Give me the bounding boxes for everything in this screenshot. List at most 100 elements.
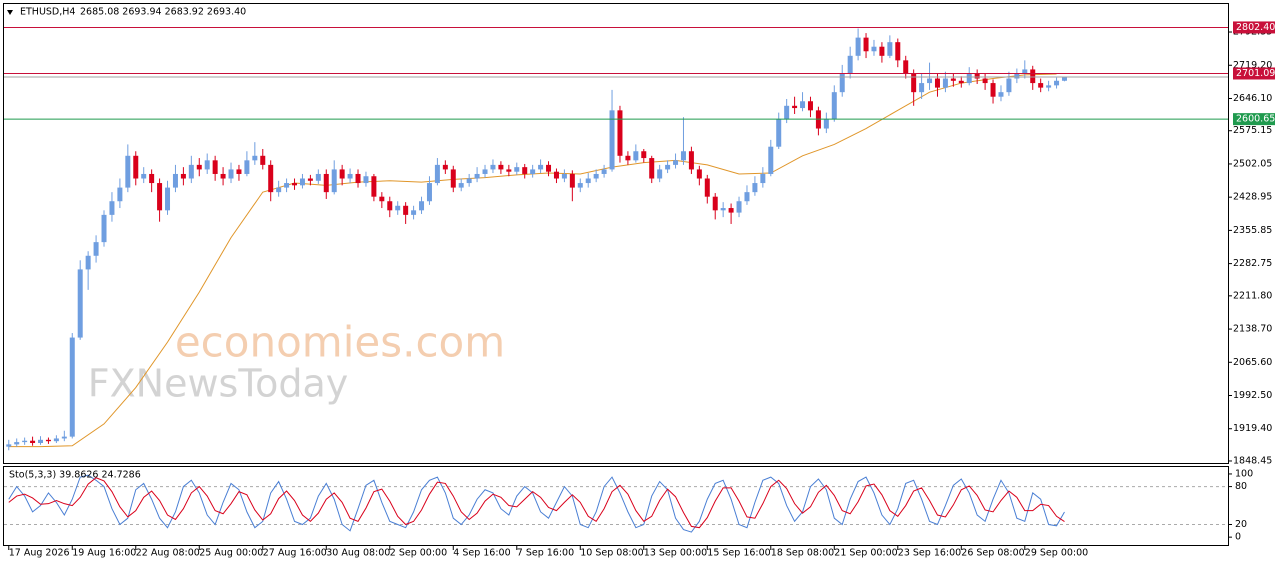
candle-body [712, 196, 718, 211]
candle-body [530, 169, 536, 174]
candle-body [244, 160, 250, 174]
level-label: 2701.09 [1236, 68, 1275, 79]
x-tick-label: 17 Aug 2026 [9, 548, 70, 559]
y-tick-label: 1919.40 [1233, 423, 1272, 434]
candle-body [934, 78, 940, 88]
candle-body [839, 73, 845, 93]
candle-body [990, 83, 996, 97]
x-tick-label: 27 Aug 16:00 [263, 548, 327, 559]
candle-body [14, 442, 20, 445]
candle-body [1006, 78, 1012, 93]
candle-body [434, 164, 440, 184]
candle-body [696, 169, 702, 179]
candle-body [387, 201, 393, 211]
candle-body [760, 173, 766, 184]
candle-body [458, 183, 464, 188]
x-tick-label: 30 Aug 08:00 [326, 548, 390, 559]
candle-body [538, 164, 544, 170]
candle-body [53, 438, 59, 442]
candle-body [482, 169, 488, 174]
candle-body [22, 440, 28, 443]
candle-body [593, 173, 599, 179]
candle-body [292, 183, 298, 186]
x-tick-label: 2 Sep 00:00 [390, 548, 447, 559]
candle-body [474, 173, 480, 179]
candle-body [895, 42, 901, 61]
candle-body [157, 183, 163, 211]
candle-body [307, 178, 313, 181]
candle-body [879, 46, 885, 56]
oscillator-panel [3, 466, 1229, 546]
candle-body [268, 164, 274, 193]
candle-body [871, 46, 877, 52]
y-tick-label: 2065.60 [1233, 357, 1272, 368]
y-tick-label: 2138.70 [1233, 324, 1272, 335]
candle-body [704, 178, 710, 197]
candle-body [998, 92, 1004, 97]
candle-body [609, 110, 615, 170]
candle-body [299, 178, 305, 186]
x-tick-label: 13 Sep 00:00 [644, 548, 707, 559]
candle-body [847, 55, 853, 74]
candle-body [958, 80, 964, 84]
candle-body [585, 178, 591, 184]
candle-body [966, 73, 972, 84]
candle-body [863, 37, 869, 52]
candle-body [1038, 83, 1044, 88]
candle-body [69, 337, 75, 437]
candle-body [442, 164, 448, 170]
candle-body [30, 440, 36, 444]
candle-body [752, 183, 758, 193]
candle-body [720, 208, 726, 211]
candle-body [403, 205, 409, 215]
candle-body [942, 78, 948, 88]
y-tick-label: 2282.75 [1233, 258, 1272, 269]
watermark: FXNewsToday [88, 362, 348, 406]
candle-body [284, 183, 290, 188]
candle-body [823, 119, 829, 129]
y-tick-label: 20 [1235, 519, 1247, 530]
chart-title: ETHUSD,H4 [20, 7, 75, 18]
candle-body [125, 155, 131, 188]
candle-body [180, 173, 186, 179]
candle-body [903, 60, 909, 74]
candle-body [744, 192, 750, 202]
level-tag [1233, 113, 1275, 126]
y-tick-label: 1848.45 [1233, 455, 1272, 466]
candle-body [807, 101, 813, 111]
candle-body [117, 187, 123, 202]
y-tick-label: 2719.20 [1233, 60, 1272, 71]
candle-body [141, 173, 147, 179]
oscillator-line [8, 477, 1065, 529]
candle-body [649, 158, 655, 179]
candle-body [1030, 69, 1036, 84]
candle-body [950, 78, 956, 81]
y-tick-label: 2502.05 [1233, 158, 1272, 169]
candle-body [514, 167, 520, 172]
candle-body [45, 439, 51, 442]
x-tick-label: 10 Sep 08:00 [580, 548, 643, 559]
candle-body [776, 119, 782, 147]
candle-body [426, 183, 432, 202]
candle-body [617, 110, 623, 156]
x-tick-label: 23 Sep 16:00 [898, 548, 961, 559]
candle-body [6, 444, 12, 447]
candle-body [363, 176, 369, 184]
candle-body [601, 169, 607, 174]
watermark: economies.com [175, 318, 505, 367]
candle-body [220, 173, 226, 179]
candle-body [228, 169, 234, 179]
candle-body [395, 205, 401, 211]
y-tick-label: 2575.15 [1233, 125, 1272, 136]
candle-body [196, 164, 202, 170]
candle-body [1061, 76, 1067, 81]
candle-body [546, 164, 552, 172]
candle-body [276, 187, 282, 193]
menu-arrow[interactable] [7, 10, 13, 15]
candle-body [1054, 80, 1060, 86]
candle-body [411, 210, 417, 215]
candle-body [172, 173, 178, 188]
candle-body [260, 155, 266, 165]
